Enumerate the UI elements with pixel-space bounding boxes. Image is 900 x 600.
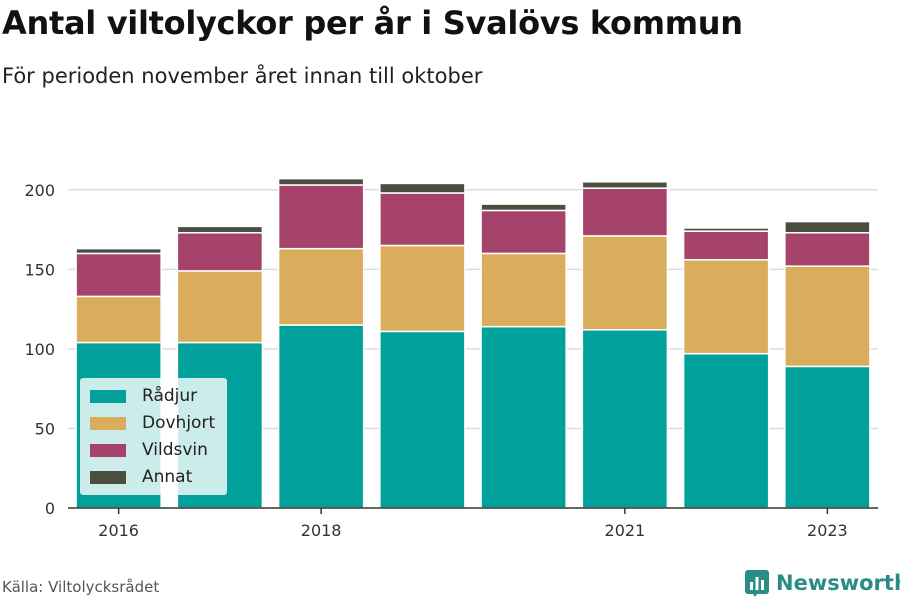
x-axis-tick-labels: 2016 2018 2021 2023 [98, 508, 848, 540]
bar-2017-dovhjort [176, 270, 264, 344]
source-note: Källa: Viltolycksrådet [2, 578, 160, 596]
bar-2017-annat [176, 225, 264, 234]
bar-2022-dovhjort [682, 259, 770, 355]
bar-2020-dovhjort [480, 252, 567, 328]
bar-2023-annat [784, 220, 871, 234]
bar-2018-dovhjort [277, 247, 365, 326]
y-tick-label-50: 50 [35, 419, 55, 438]
legend-swatch-annat [90, 470, 126, 484]
legend-label-annat: Annat [142, 467, 193, 487]
bar-2016-vildsvin [75, 252, 162, 298]
legend-item-dovhjort[interactable]: Dovhjort [90, 411, 215, 435]
bar-2019-annat [379, 182, 466, 194]
bar-2022-annat [682, 227, 770, 232]
bar-2019-rådjur [379, 330, 466, 509]
x-tick-label-2023: 2023 [807, 521, 848, 540]
bar-2018-rådjur [277, 324, 365, 509]
legend-label-dovhjort: Dovhjort [142, 413, 216, 433]
bar-2021-annat [581, 181, 669, 189]
bar-2020-vildsvin [480, 209, 567, 255]
legend-item-radjur[interactable]: Rådjur [90, 384, 197, 408]
x-tick-label-2018: 2018 [301, 521, 342, 540]
y-tick-label-200: 200 [24, 181, 55, 200]
y-tick-label-100: 100 [24, 340, 55, 359]
y-tick-label-0: 0 [45, 499, 55, 518]
chart-subtitle: För perioden november året innan till ok… [2, 64, 483, 88]
y-tick-label-150: 150 [24, 260, 55, 279]
bar-2020-annat [480, 203, 567, 212]
bar-2018-annat [277, 177, 365, 186]
legend-item-vildsvin[interactable]: Vildsvin [90, 438, 208, 462]
bar-2023-rådjur [784, 365, 871, 509]
bar-2016-annat [75, 247, 162, 255]
bar-2016-dovhjort [75, 295, 162, 344]
legend-swatch-vildsvin [90, 443, 126, 457]
legend-label-radjur: Rådjur [142, 386, 198, 406]
legend-item-annat[interactable]: Annat [90, 465, 192, 489]
bar-2021-vildsvin [581, 187, 669, 237]
brand-name: Newsworthy [776, 571, 900, 595]
chart-title: Antal viltolyckor per år i Svalövs kommu… [2, 4, 743, 42]
legend-label-vildsvin: Vildsvin [142, 440, 208, 460]
legend: Rådjur Dovhjort Vildsvin Annat [80, 378, 227, 495]
x-tick-label-2016: 2016 [98, 521, 139, 540]
bar-2023-vildsvin [784, 231, 871, 267]
bar-2022-rådjur [682, 352, 770, 509]
brand-logo[interactable]: Newsworthy [744, 568, 900, 598]
bar-2022-vildsvin [682, 230, 770, 261]
bar-2020-rådjur [480, 325, 567, 509]
bar-2019-dovhjort [379, 244, 466, 333]
legend-swatch-dovhjort [90, 416, 126, 430]
bar-2019-vildsvin [379, 192, 466, 247]
bar-2018-vildsvin [277, 184, 365, 250]
bar-2021-dovhjort [581, 235, 669, 331]
x-tick-label-2021: 2021 [605, 521, 646, 540]
bar-2023-dovhjort [784, 265, 871, 368]
legend-swatch-radjur [90, 389, 126, 403]
bar-2021-rådjur [581, 329, 669, 509]
bar-2017-vildsvin [176, 231, 264, 272]
y-axis-tick-labels: 0 50 100 150 200 [24, 181, 55, 518]
bar-chart-icon [745, 570, 769, 597]
